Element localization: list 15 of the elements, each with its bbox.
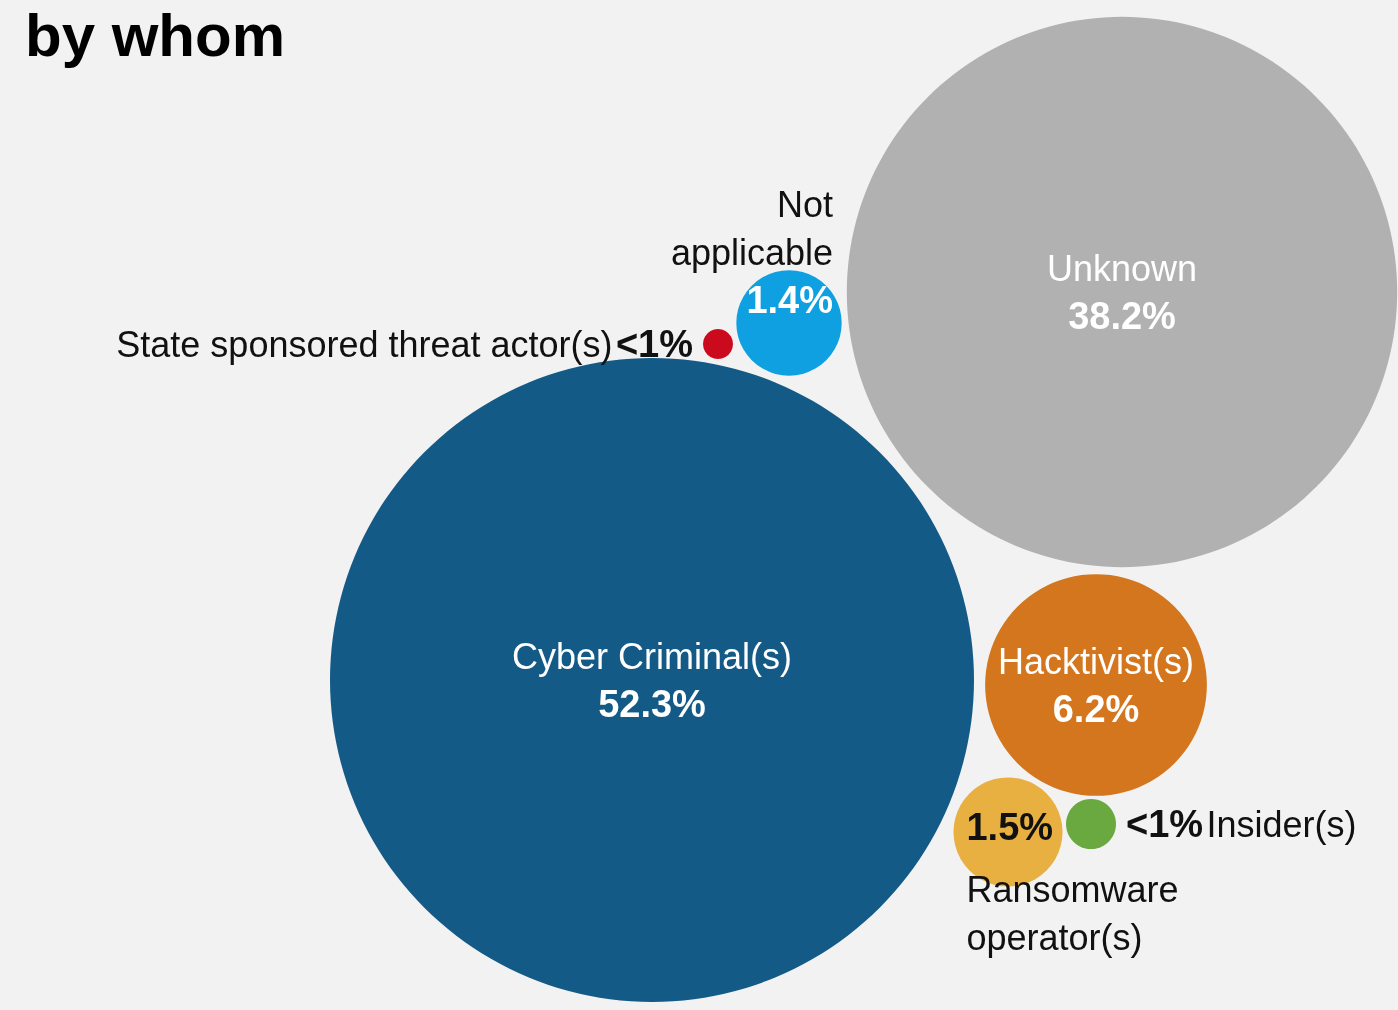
data-label: <1% (1126, 803, 1204, 845)
category-label: Hacktivist(s) (998, 640, 1194, 682)
category-label: Cyber Criminal(s) (511, 635, 793, 677)
category-label: Ransomware operator(s) (966, 868, 1179, 958)
data-label: 52.3% (598, 683, 706, 725)
text: by whom (25, 1, 286, 69)
data-label: 6.2% (1052, 688, 1140, 730)
data-label: 38.2% (1068, 295, 1176, 337)
data-label: <1% (615, 323, 693, 365)
data-label: 1.5% (966, 806, 1054, 849)
category-label: State sponsored threat actor(s) (116, 323, 613, 365)
category-label: Not applicable (670, 183, 833, 273)
data-label: 1.4% (746, 279, 833, 322)
category-label: Insider(s) (1206, 803, 1357, 845)
category-label: Unknown (1046, 247, 1198, 289)
